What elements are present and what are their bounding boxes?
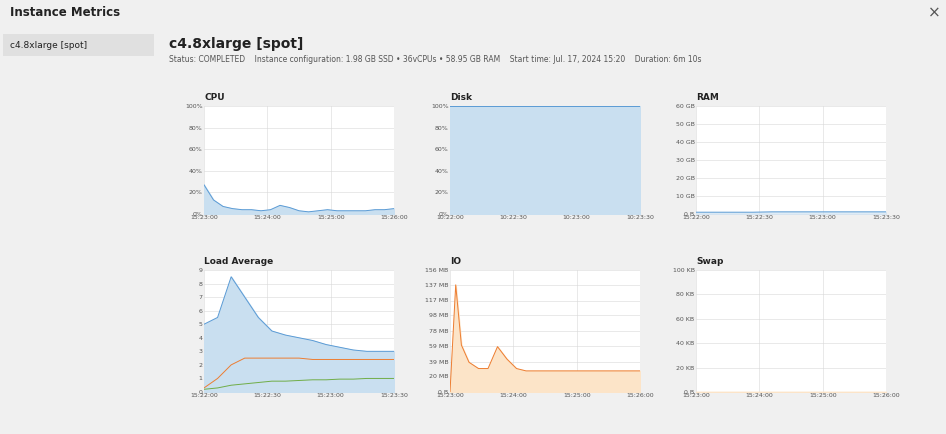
Text: RAM: RAM — [696, 93, 719, 102]
Text: c4.8xlarge [spot]: c4.8xlarge [spot] — [10, 40, 87, 49]
Text: Load Average: Load Average — [204, 257, 273, 266]
Text: Disk: Disk — [450, 93, 472, 102]
Text: ×: × — [928, 6, 940, 20]
Text: c4.8xlarge [spot]: c4.8xlarge [spot] — [169, 37, 304, 51]
Text: CPU: CPU — [204, 93, 224, 102]
Bar — [3, 34, 154, 56]
Text: Status: COMPLETED    Instance configuration: 1.98 GB SSD • 36vCPUs • 58.95 GB RA: Status: COMPLETED Instance configuration… — [169, 56, 702, 65]
Text: IO: IO — [450, 257, 461, 266]
Text: Swap: Swap — [696, 257, 724, 266]
Text: Instance Metrics: Instance Metrics — [10, 7, 120, 20]
